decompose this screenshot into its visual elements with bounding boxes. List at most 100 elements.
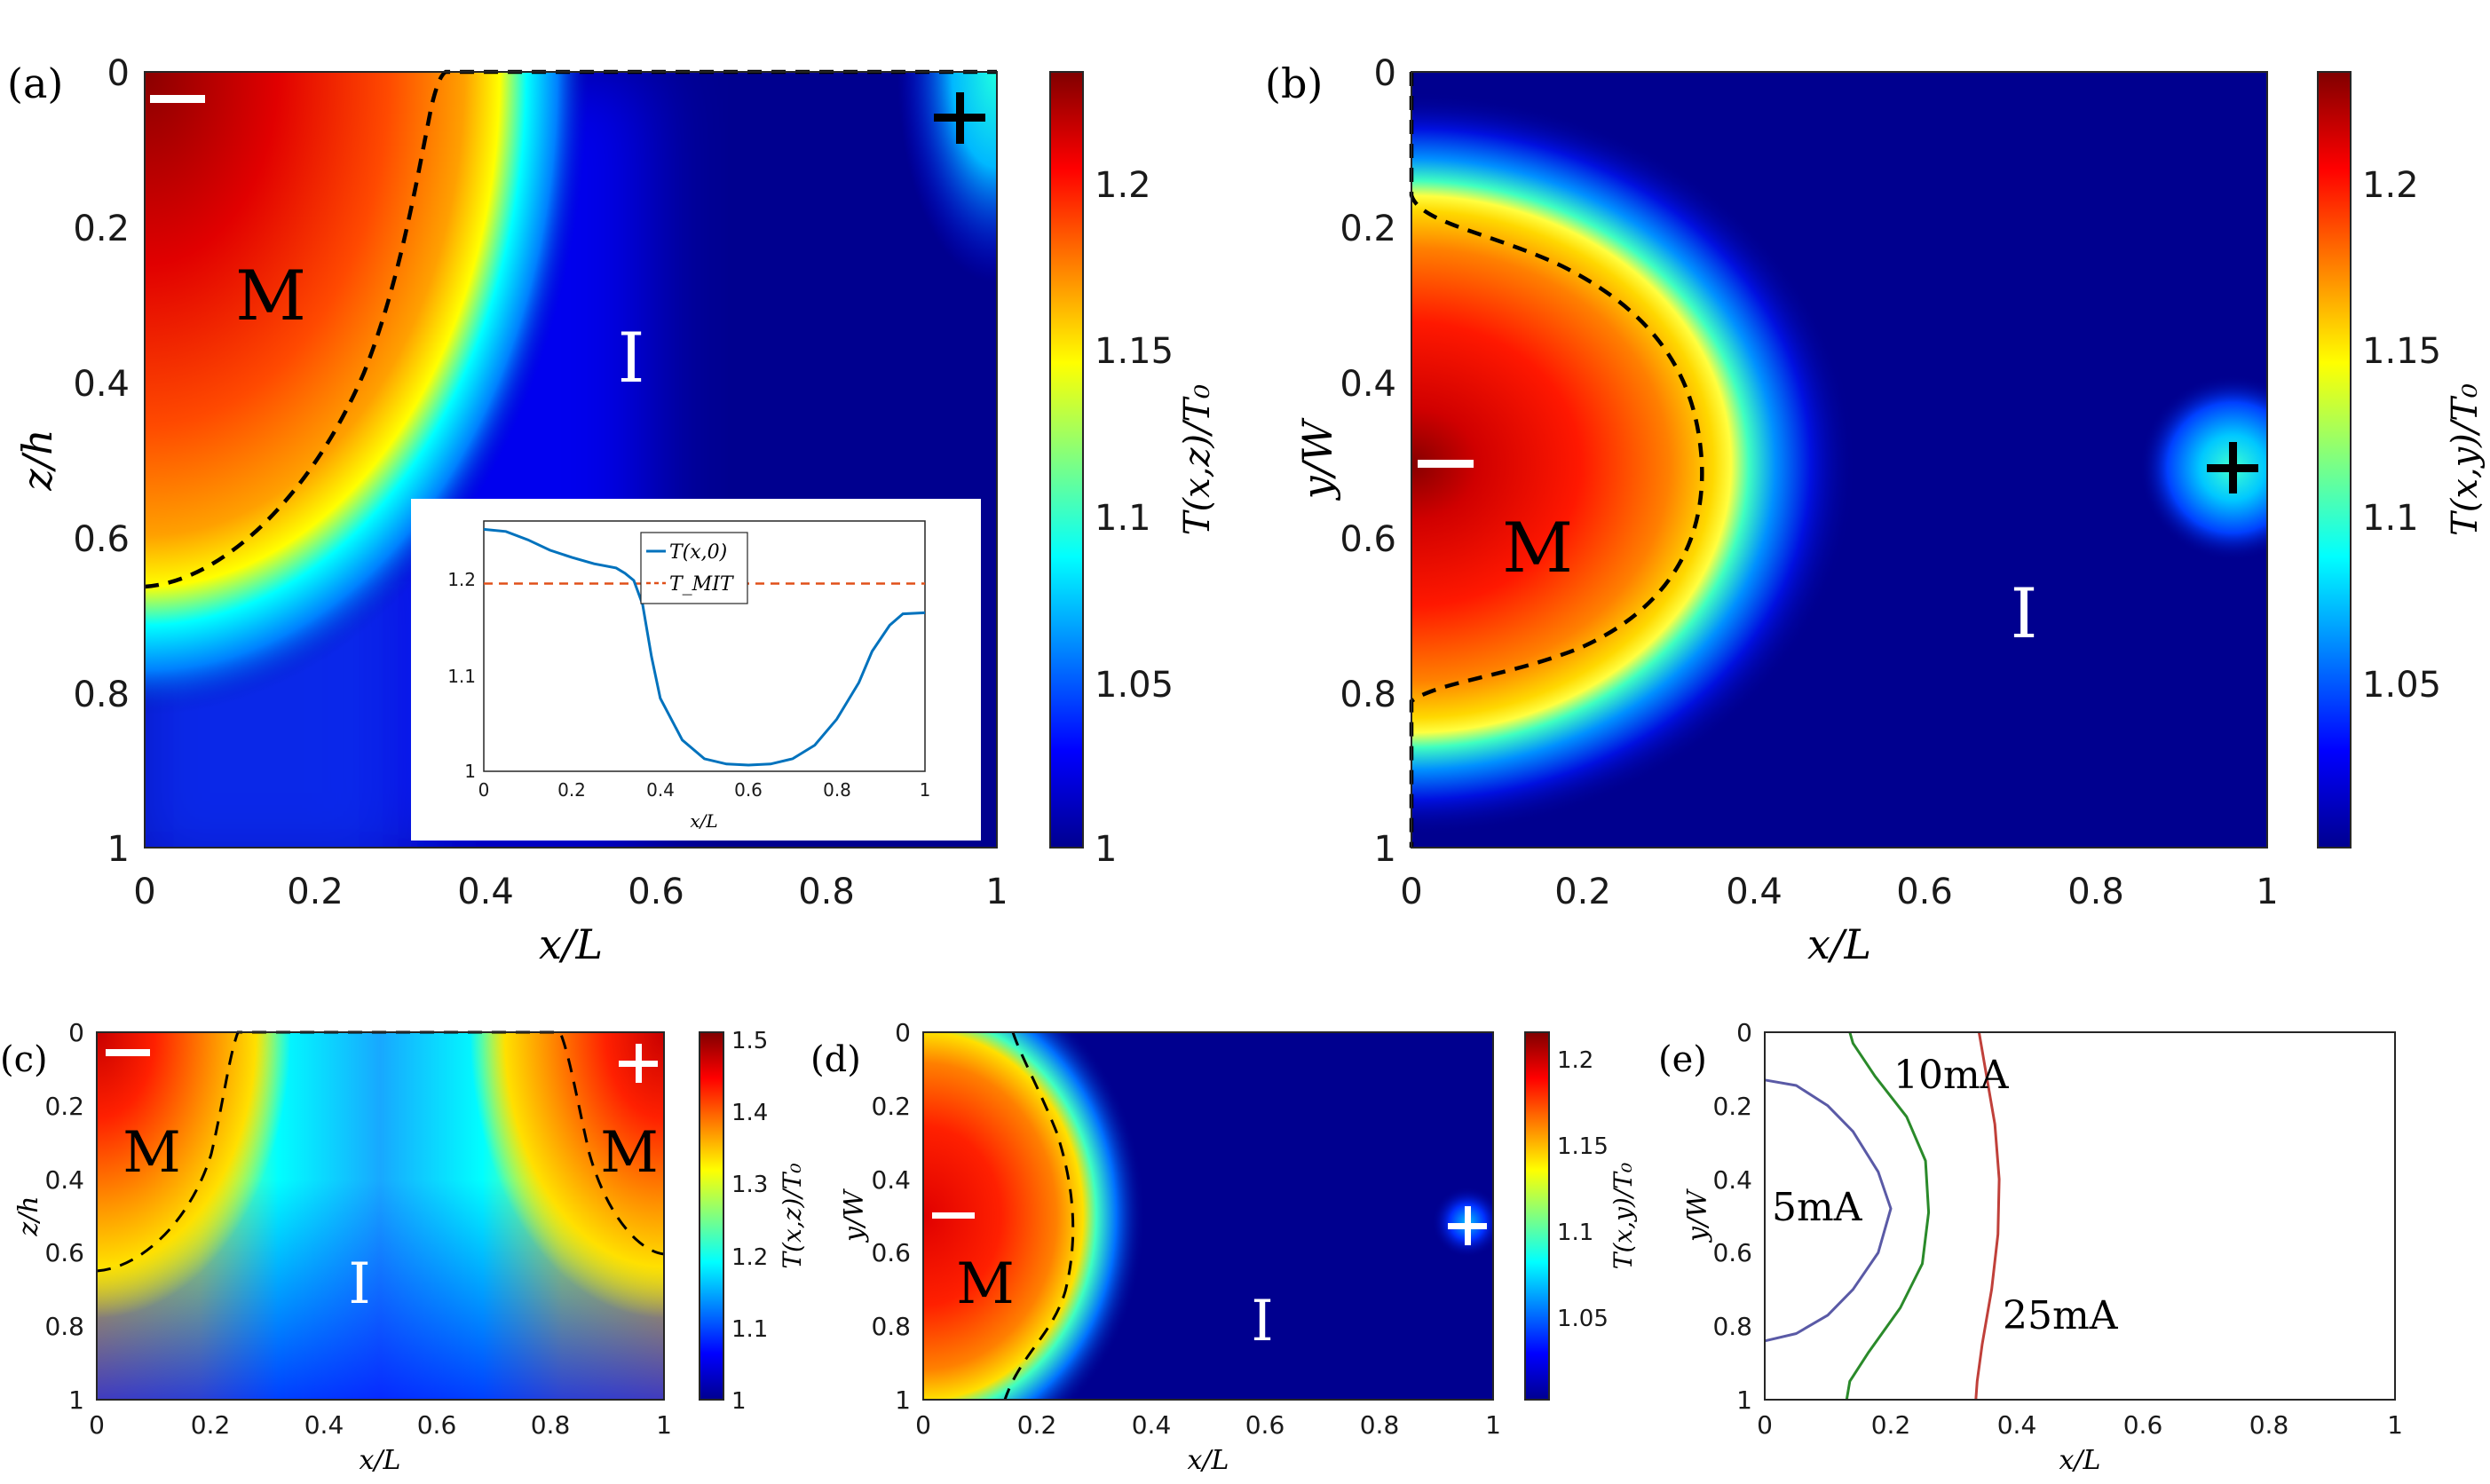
inset-x-tick: 0.2 bbox=[557, 779, 586, 801]
plus-electrode-c bbox=[619, 1044, 658, 1083]
inset-x-tick: 0.8 bbox=[823, 779, 851, 801]
colorbar-tick-b: 1.2 bbox=[2362, 165, 2419, 206]
inset-x-axis-label: x/L bbox=[690, 810, 717, 832]
colorbar-a bbox=[1050, 72, 1083, 848]
x-tick-e: 0.4 bbox=[1997, 1410, 2037, 1440]
inset-legend-box bbox=[640, 532, 748, 604]
y-tick-e: 0 bbox=[1736, 1018, 1752, 1047]
x-tick-c: 0.4 bbox=[304, 1410, 344, 1440]
colorbar-frame-b bbox=[2317, 71, 2352, 849]
y-tick-c: 0 bbox=[68, 1018, 84, 1047]
inset-curve bbox=[483, 527, 926, 767]
inset-y-tick: 1 bbox=[464, 761, 476, 782]
colorbar-tick-b: 1.05 bbox=[2362, 665, 2441, 706]
inset-legend-t: T(x,0) bbox=[669, 541, 727, 564]
colorbar-tick-b: 1.15 bbox=[2362, 331, 2441, 372]
contour-lines-e bbox=[1764, 1031, 2001, 1401]
y-tick-e: 1 bbox=[1736, 1385, 1752, 1415]
panel-label-d: (d) bbox=[810, 1039, 861, 1080]
axes-frame-d bbox=[922, 1031, 1494, 1401]
x-ticks-d: 0 0.2 0.4 0.6 0.8 1 bbox=[915, 1410, 1501, 1440]
y-tick-c: 0.8 bbox=[44, 1312, 84, 1341]
panel-label-a: (a) bbox=[7, 59, 63, 107]
x-tick-a: 0.6 bbox=[628, 872, 684, 912]
y-tick-d: 1 bbox=[895, 1385, 911, 1415]
colorbar-label-c: T(x,z)/T₀ bbox=[778, 1163, 807, 1268]
x-tick-d: 0.2 bbox=[1017, 1410, 1057, 1440]
x-tick-a: 0.4 bbox=[457, 872, 514, 912]
panel-label-c: (c) bbox=[0, 1039, 48, 1080]
colorbar-b bbox=[2318, 72, 2351, 848]
x-tick-e: 0 bbox=[1757, 1410, 1773, 1440]
inset-y-tick: 1.2 bbox=[447, 569, 476, 590]
panel-a: (a) M I 0 0.2 0.4 0.6 0.8 1 0 0.2 0.4 bbox=[7, 53, 1218, 968]
axes-frame-c bbox=[96, 1031, 665, 1401]
inset-y-ticks: 1 1.1 1.2 bbox=[447, 569, 476, 782]
x-tick-c: 0.6 bbox=[417, 1410, 457, 1440]
colorbar-tick-c: 1.2 bbox=[731, 1244, 768, 1271]
colorbar-tick-a: 1 bbox=[1095, 829, 1117, 870]
plus-electrode-b bbox=[2207, 442, 2258, 493]
colorbar-tick-d: 1.15 bbox=[1557, 1133, 1609, 1160]
heatmap-c bbox=[97, 1032, 664, 1400]
y-tick-c: 0.2 bbox=[44, 1092, 84, 1121]
minus-electrode-c bbox=[106, 1049, 150, 1056]
minus-electrode-d bbox=[932, 1212, 975, 1219]
y-tick-d: 0 bbox=[895, 1018, 911, 1047]
y-tick-a: 0.4 bbox=[73, 364, 130, 405]
y-ticks-b: 0 0.2 0.4 0.6 0.8 1 bbox=[1340, 53, 1396, 870]
x-tick-d: 0.6 bbox=[1245, 1410, 1285, 1440]
y-tick-c: 1 bbox=[68, 1385, 84, 1415]
panel-b: (b) M I 0 0.2 0.4 0.6 0.8 1 0 0.2 0.4 0.… bbox=[1265, 53, 2486, 968]
colorbar-tick-d: 1.05 bbox=[1557, 1306, 1609, 1332]
y-tick-a: 0.8 bbox=[73, 675, 130, 715]
x-tick-d: 0.4 bbox=[1132, 1410, 1172, 1440]
x-tick-a: 0 bbox=[133, 872, 155, 912]
colorbar-tick-d: 1.2 bbox=[1557, 1047, 1593, 1074]
colorbar-tick-c: 1.4 bbox=[731, 1100, 768, 1126]
panel-e: (e) 5mA 10mA 25mA 0 0.2 0.4 0.6 0.8 1 0 … bbox=[1658, 1018, 2403, 1476]
region-label-metal-right-c: M bbox=[600, 1120, 659, 1186]
x-ticks-a: 0 0.2 0.4 0.6 0.8 1 bbox=[133, 872, 1008, 912]
plot-area-e bbox=[1765, 1032, 2395, 1400]
heatmap-d bbox=[923, 1032, 1493, 1400]
inset-x-tick: 0.4 bbox=[646, 779, 675, 801]
colorbar-label-b: T(x,y)/T₀ bbox=[2445, 383, 2486, 536]
y-tick-d: 0.4 bbox=[871, 1165, 911, 1195]
x-tick-b: 0.6 bbox=[1896, 872, 1953, 912]
x-tick-c: 1 bbox=[656, 1410, 672, 1440]
axes-frame-b bbox=[1411, 71, 2268, 849]
colorbar-c bbox=[700, 1032, 723, 1400]
axes-frame-a bbox=[144, 71, 998, 849]
colorbar-tick-a: 1.05 bbox=[1095, 665, 1174, 706]
y-tick-b: 1 bbox=[1374, 829, 1396, 870]
y-axis-label-e: y/W bbox=[1682, 1188, 1713, 1243]
colorbar-d bbox=[1525, 1032, 1549, 1400]
y-tick-b: 0.6 bbox=[1340, 519, 1396, 560]
y-tick-e: 0.2 bbox=[1712, 1092, 1752, 1121]
inset-a: T(x,0) T_MIT 0 0.2 0.4 0.6 0.8 1 1 1.1 1… bbox=[411, 499, 981, 841]
y-axis-label-d: y/W bbox=[839, 1188, 870, 1243]
x-tick-b: 1 bbox=[2256, 872, 2278, 912]
colorbar-label-d: T(x,y)/T₀ bbox=[1609, 1163, 1638, 1269]
colorbar-tick-a: 1.2 bbox=[1095, 165, 1151, 206]
mit-boundary-d bbox=[1003, 1031, 1075, 1401]
y-tick-b: 0.2 bbox=[1340, 209, 1396, 249]
colorbar-tick-a: 1.15 bbox=[1095, 331, 1174, 372]
y-ticks-c: 0 0.2 0.4 0.6 0.8 1 bbox=[44, 1018, 84, 1415]
x-tick-e: 0.8 bbox=[2249, 1410, 2289, 1440]
curve-label-25ma: 25mA bbox=[2003, 1293, 2119, 1338]
curve-label-10ma: 10mA bbox=[1893, 1053, 2010, 1098]
y-tick-e: 0.6 bbox=[1712, 1238, 1752, 1267]
region-label-metal-b: M bbox=[1502, 509, 1573, 588]
x-tick-a: 0.2 bbox=[287, 872, 344, 912]
plus-electrode-d bbox=[1448, 1206, 1487, 1245]
x-axis-label-a: x/L bbox=[539, 920, 603, 968]
x-tick-c: 0.2 bbox=[191, 1410, 231, 1440]
y-axis-label-a: z/h bbox=[13, 429, 61, 491]
y-tick-e: 0.4 bbox=[1712, 1165, 1752, 1195]
x-ticks-c: 0 0.2 0.4 0.6 0.8 1 bbox=[89, 1410, 672, 1440]
x-tick-b: 0.4 bbox=[1726, 872, 1783, 912]
panel-label-e: (e) bbox=[1658, 1039, 1707, 1080]
